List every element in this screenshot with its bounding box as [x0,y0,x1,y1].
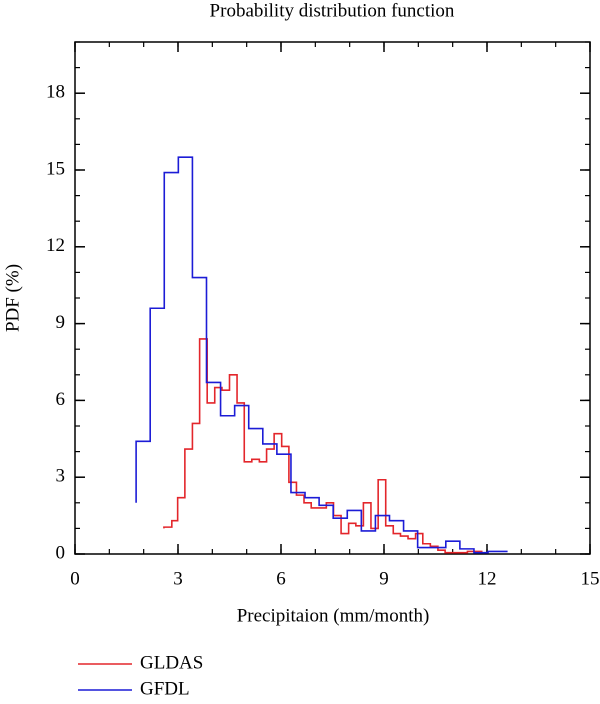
x-axis-label: Precipitaion (mm/month) [237,605,430,626]
x-tick-label: 0 [70,568,80,589]
step-line [135,156,508,554]
x-tick-label: 9 [379,568,389,589]
step-line [163,338,483,554]
plot-frame [74,41,591,555]
y-tick-label: 3 [56,466,66,487]
y-tick-label: 6 [56,389,66,410]
y-tick-label: 15 [46,158,65,179]
x-tick-label: 15 [581,568,600,589]
legend-label: GLDAS [140,652,203,673]
y-axis-label: PDF (%) [2,264,23,332]
y-tick-label: 18 [46,82,65,103]
x-tick-label: 12 [478,568,497,589]
x-tick-label: 3 [173,568,183,589]
legend-label: GFDL [140,678,190,699]
y-tick-label: 0 [56,542,66,563]
y-tick-label: 12 [46,235,65,256]
chart-title: Probability distribution function [210,0,455,21]
x-tick-label: 6 [276,568,286,589]
y-tick-label: 9 [56,312,66,333]
